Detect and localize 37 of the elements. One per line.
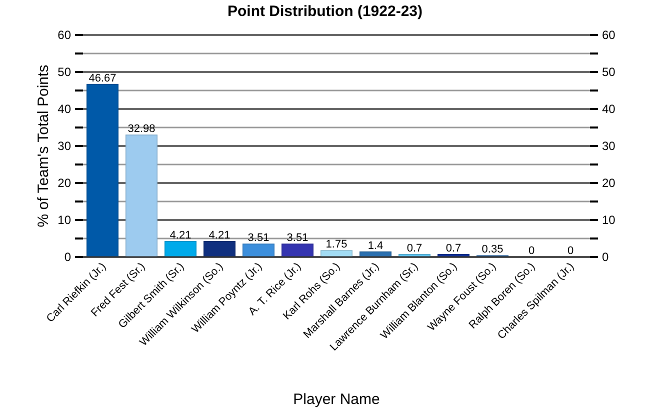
y-tick-label: 0 — [64, 250, 72, 264]
data-label: 1.4 — [368, 240, 384, 252]
data-label: 4.21 — [208, 229, 230, 242]
y-tick-label: 40 — [58, 102, 72, 116]
data-label: 1.75 — [326, 238, 348, 251]
y2-tick-label: 50 — [602, 65, 616, 80]
data-label: 0 — [567, 245, 574, 257]
bar — [86, 84, 118, 258]
y2-tick-label: 0 — [602, 250, 609, 264]
data-label: 3.51 — [248, 232, 270, 244]
y2-tick-label: 30 — [602, 139, 616, 154]
bar — [164, 241, 196, 258]
data-label: 0 — [528, 245, 535, 257]
y-tick-label: 20 — [58, 176, 72, 190]
y-axis-title: % of Team's Total Points — [35, 64, 52, 228]
bar — [204, 241, 236, 258]
data-label: 0.7 — [446, 242, 462, 254]
y2-tick-label: 20 — [602, 176, 616, 190]
y-tick-label: 60 — [58, 28, 72, 42]
data-label: 0.7 — [406, 242, 422, 254]
y2-tick-label: 40 — [602, 102, 616, 116]
y-tick-label: 10 — [58, 213, 72, 228]
y2-tick-label: 60 — [602, 28, 616, 42]
y2-tick-label: 10 — [602, 213, 616, 228]
bar — [242, 244, 274, 258]
bar — [282, 244, 314, 258]
bar — [126, 134, 158, 258]
y-tick-label: 50 — [58, 65, 72, 80]
data-label: 0.35 — [482, 244, 504, 256]
data-label: 4.21 — [170, 229, 192, 242]
data-label: 32.98 — [128, 122, 156, 135]
bar — [320, 250, 352, 258]
y-tick-label: 30 — [58, 139, 72, 154]
chart-title: Point Distribution (1922-23) — [227, 3, 423, 20]
data-label: 46.67 — [88, 72, 116, 84]
x-axis-title: Player Name — [293, 391, 380, 408]
data-label: 3.51 — [286, 232, 308, 244]
